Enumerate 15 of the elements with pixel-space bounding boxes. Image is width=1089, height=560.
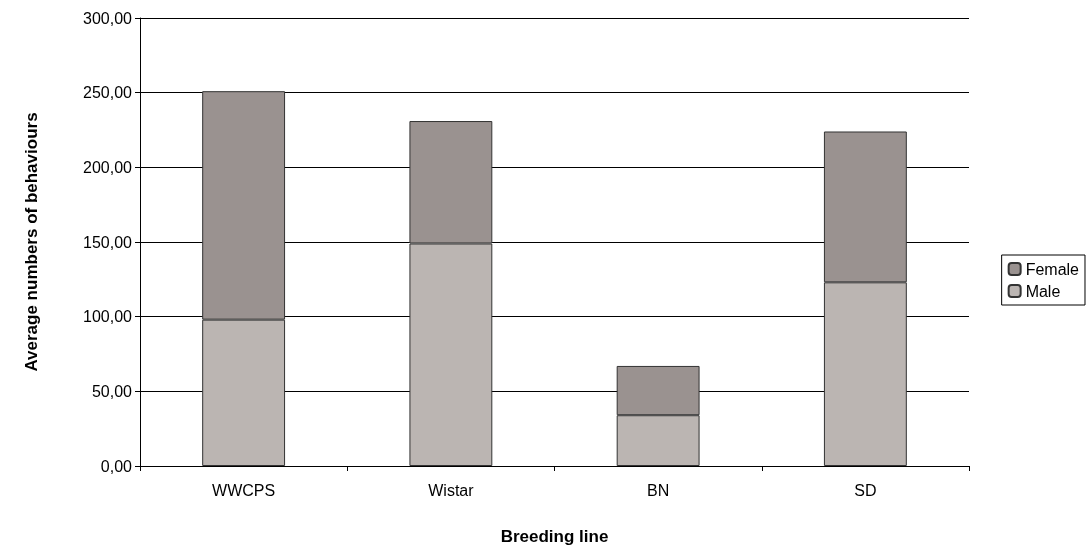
x-axis-title: Breeding line xyxy=(500,527,609,546)
y-tick-label: 100,00 xyxy=(83,308,133,326)
x-tick-label: WWCPS xyxy=(212,481,276,499)
legend-label: Male xyxy=(1025,282,1061,300)
x-tick-label: BN xyxy=(647,481,670,499)
y-axis-title: Average numbers of behaviours xyxy=(22,112,41,372)
y-tick-label: 50,00 xyxy=(91,382,133,400)
y-tick-label: 0,00 xyxy=(100,457,133,475)
y-tick-label: 250,00 xyxy=(83,84,133,102)
y-tick-label: 200,00 xyxy=(83,158,133,176)
legend-label: Female xyxy=(1025,260,1080,278)
y-tick-label: 300,00 xyxy=(83,9,133,27)
x-tick-label: Wistar xyxy=(428,481,475,499)
y-tick-label: 150,00 xyxy=(83,233,133,251)
x-tick-label: SD xyxy=(854,481,877,499)
